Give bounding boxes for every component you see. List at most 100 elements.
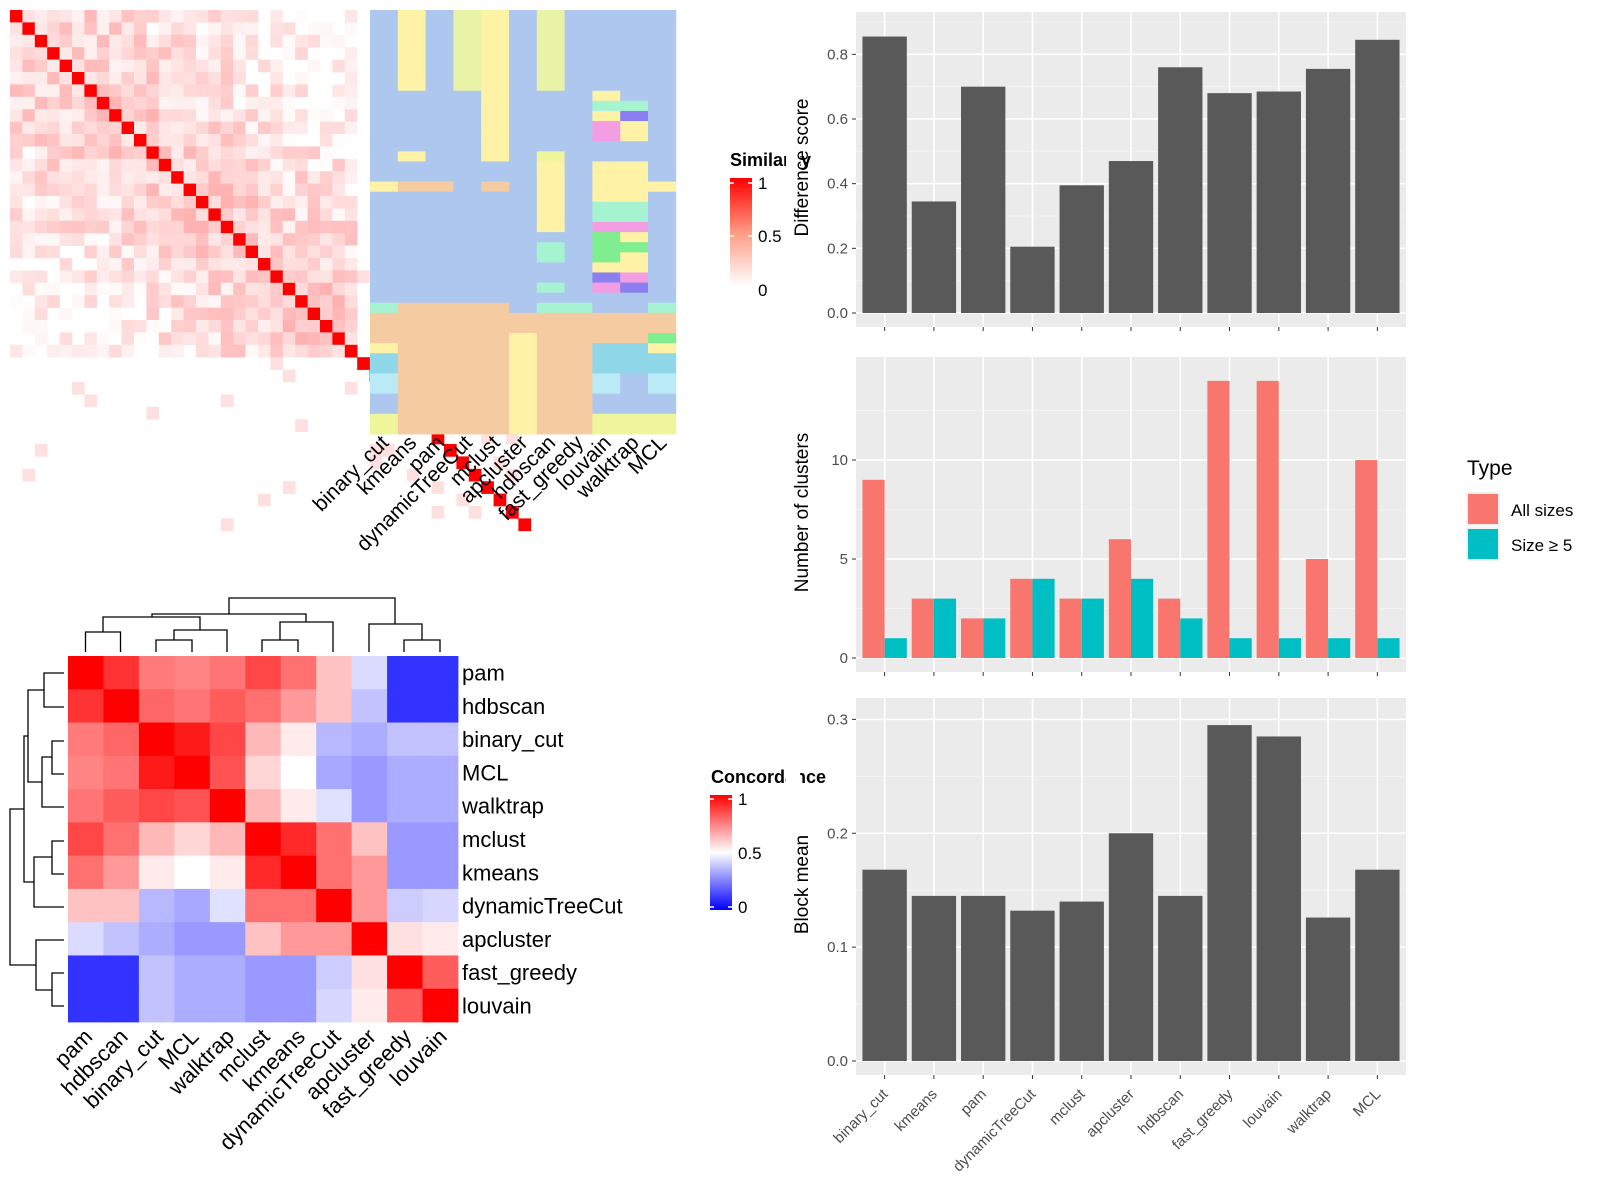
similarity-cell	[171, 10, 184, 23]
column-dendrogram-branch	[155, 639, 193, 652]
similarity-cell	[220, 158, 234, 172]
similarity-cell	[146, 84, 160, 98]
assignment-cell	[620, 181, 649, 193]
concordance-cell	[103, 822, 140, 857]
assignment-cell	[453, 363, 482, 374]
similarity-cell	[208, 34, 222, 48]
concordance-cell	[422, 955, 459, 990]
concordance-cell	[280, 988, 317, 1023]
assignment-cell	[564, 363, 593, 374]
similarity-cell	[431, 431, 445, 445]
similarity-cell	[47, 34, 60, 48]
similarity-cell	[47, 245, 60, 259]
similarity-cell	[109, 307, 122, 321]
assignment-cell	[453, 292, 482, 304]
similarity-cell	[72, 96, 85, 110]
similarity-cell	[332, 295, 346, 308]
assignment-cell	[481, 151, 510, 162]
x-tick-label: pam	[957, 1086, 990, 1119]
similarity-legend-tick-label: 0.5	[758, 227, 782, 246]
similarity-cell	[96, 146, 110, 160]
similarity-cell	[84, 84, 98, 98]
similarity-cell	[208, 220, 222, 234]
assignment-cell	[620, 201, 649, 213]
similarity-cell	[134, 158, 147, 172]
similarity-cell	[307, 22, 321, 36]
row-dendrogram-branch	[43, 672, 64, 708]
assignment-cell	[592, 242, 621, 253]
assignment-cell	[481, 363, 510, 374]
concordance-cell	[316, 922, 353, 956]
similarity-cell	[158, 34, 172, 48]
similarity-cell	[295, 10, 308, 23]
assignment-cell	[564, 222, 593, 233]
similarity-cell	[233, 270, 246, 284]
assignment-cell	[620, 100, 649, 112]
similarity-cell	[109, 146, 122, 160]
assignment-cell	[536, 20, 565, 31]
assignment-cell	[648, 70, 677, 82]
y-tick-label: 0.4	[827, 176, 848, 193]
similarity-cell	[258, 295, 271, 308]
assignment-cell	[592, 282, 621, 294]
similarity-cell	[171, 84, 184, 98]
similarity-cell	[59, 158, 73, 172]
similarity-cell	[10, 121, 23, 135]
concordance-cell	[174, 755, 211, 790]
similarity-cell	[183, 245, 197, 259]
assignment-cell	[397, 151, 426, 162]
similarity-cell	[96, 220, 110, 234]
assignment-cell	[620, 343, 649, 354]
assignment-cell	[481, 232, 510, 243]
assignment-cell	[564, 413, 593, 425]
column-dendrogram-branch	[261, 639, 299, 652]
assignment-cell	[453, 312, 482, 324]
similarity-cell	[196, 282, 209, 296]
type-legend-title: Type	[1467, 457, 1513, 480]
similarity-cell	[134, 47, 147, 60]
assignment-cell	[509, 272, 538, 283]
similarity-cell	[34, 332, 48, 346]
similarity-cell	[10, 134, 23, 147]
similarity-cell	[307, 171, 321, 184]
similarity-cell	[109, 109, 122, 122]
similarity-cell	[158, 146, 172, 160]
concordance-cell	[387, 822, 423, 857]
row-dendrogram-branch	[9, 808, 36, 966]
assignment-cell	[564, 10, 593, 21]
assignment-cell	[592, 10, 621, 21]
similarity-cell	[220, 320, 234, 333]
x-tick-label: MCL	[1350, 1086, 1384, 1120]
similarity-cell	[208, 245, 222, 259]
assignment-cell	[536, 242, 565, 253]
concordance-cell	[387, 955, 423, 990]
concordance-cell	[138, 955, 175, 990]
assignment-cell	[509, 222, 538, 233]
assignment-cell	[425, 423, 454, 435]
bar	[911, 895, 957, 1061]
similarity-cell	[59, 96, 73, 110]
similarity-cell	[208, 196, 222, 209]
assignment-cell	[481, 171, 510, 183]
assignment-cell	[509, 413, 538, 425]
similarity-cell	[109, 282, 122, 296]
similarity-cell	[382, 444, 395, 457]
similarity-cell	[282, 369, 296, 383]
assignment-cell	[536, 322, 565, 334]
assignment-cell	[620, 333, 649, 344]
assignment-cell	[536, 423, 565, 435]
similarity-cell	[344, 382, 358, 395]
similarity-cell	[220, 59, 234, 73]
similarity-cell	[121, 208, 135, 222]
assignment-cell	[536, 131, 565, 142]
concordance-cell	[280, 755, 317, 790]
similarity-cell	[146, 96, 160, 110]
concordance-cell	[68, 822, 104, 857]
assignment-cell	[509, 80, 538, 92]
concordance-cell	[103, 689, 140, 723]
y-tick-label: 0	[840, 650, 848, 667]
assignment-cell	[536, 272, 565, 283]
assignment-cell	[397, 20, 426, 31]
similarity-cell	[96, 96, 110, 110]
assignment-cell	[620, 393, 649, 405]
